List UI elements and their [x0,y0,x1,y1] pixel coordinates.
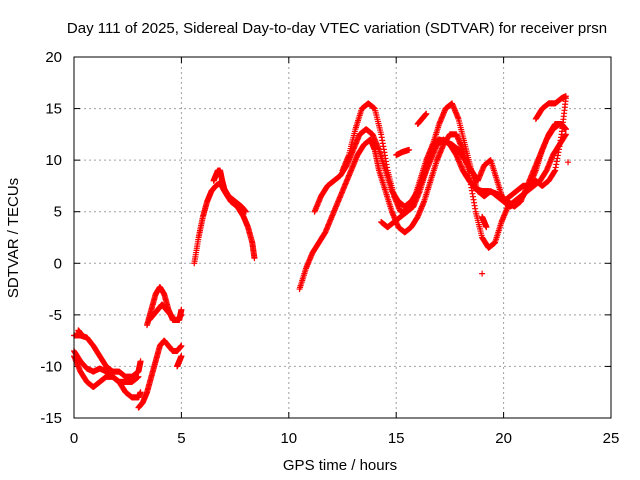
x-tick-label: 15 [388,430,405,447]
x-tick-label: 5 [177,430,185,447]
x-tick-label: 10 [280,430,297,447]
data-point [251,255,258,262]
series-track-6 [146,301,185,324]
series-track-4 [135,337,185,411]
y-tick-label: 20 [45,49,62,66]
data-points [71,93,572,411]
data-point [406,146,413,153]
y-tick-label: 15 [45,101,62,118]
plot-frame [73,56,612,419]
data-point [135,373,142,380]
data-point [562,93,569,100]
series-outlier-1 [479,270,486,277]
x-axis-label: GPS time / hours [283,457,397,474]
data-point [565,159,572,166]
series-track-18 [532,93,569,122]
data-point [137,389,144,396]
series-track-14 [393,146,413,158]
series-outlier-2 [565,159,572,166]
data-point [178,342,185,349]
axis-ticks: 0 5 10 15 20 25 -15 -10 -5 0 5 10 15 20 [40,49,619,447]
y-tick-label: 5 [54,204,62,221]
chart-title: Day 111 of 2025, Sidereal Day-to-day VTE… [67,20,607,37]
data-point [483,224,490,231]
data-point [479,270,486,277]
y-axis-label: SDTVAR / TECUs [5,178,22,298]
series-track-16 [479,213,490,231]
series-track-13 [378,121,569,231]
series-track-3 [71,347,142,385]
y-tick-label: -15 [40,410,62,427]
y-tick-label: -5 [49,307,62,324]
series-track-2 [71,332,144,380]
series-track-9 [210,167,249,215]
series-track-15 [414,110,430,128]
data-point [79,332,86,339]
data-point [562,126,569,133]
data-point [137,358,144,365]
data-point [423,110,430,117]
data-point [178,306,185,313]
series-track-17 [75,327,86,339]
y-tick-label: 0 [54,255,62,272]
x-tick-label: 0 [70,430,78,447]
x-tick-label: 25 [603,430,620,447]
x-tick-label: 20 [495,430,512,447]
y-tick-label: 10 [45,152,62,169]
data-point [242,208,249,215]
data-point [178,353,185,360]
y-tick-label: -10 [40,358,62,375]
series-track-7 [174,353,185,370]
